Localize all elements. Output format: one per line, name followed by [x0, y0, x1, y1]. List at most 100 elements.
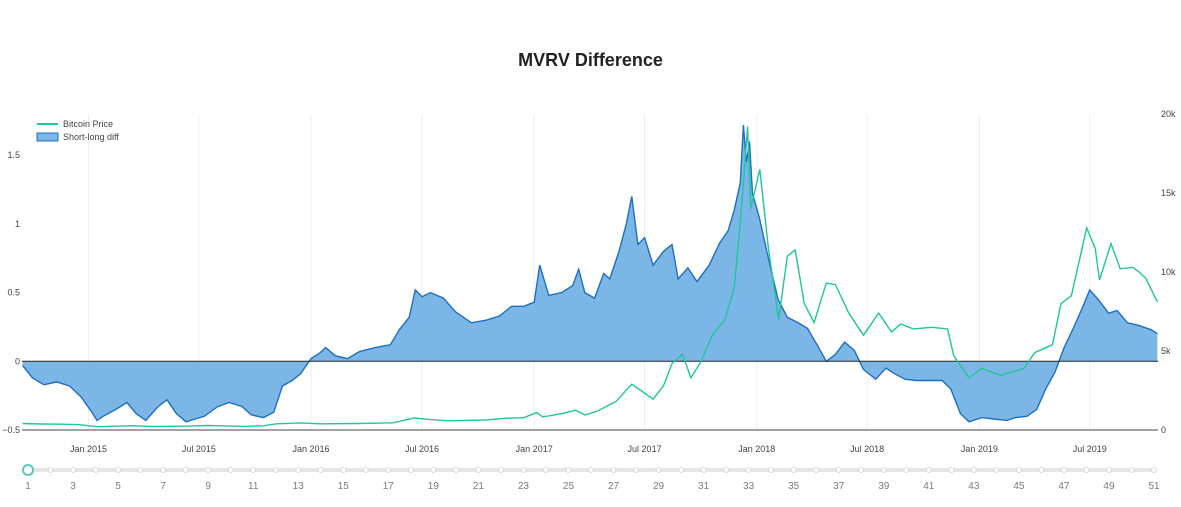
slider-step-label[interactable]: 41	[923, 481, 935, 492]
slider-step-marker[interactable]	[1060, 467, 1067, 473]
legend-item-bitcoin-price[interactable]: Bitcoin Price	[37, 119, 113, 129]
series-area-fill-short-long-diff	[22, 125, 1158, 422]
slider-step-marker[interactable]	[1151, 467, 1157, 473]
slider-step-marker[interactable]	[115, 467, 122, 473]
y-left-tick-label: 0.5	[7, 288, 20, 298]
slider-step-label[interactable]: 1	[25, 481, 31, 492]
slider-step-marker[interactable]	[227, 467, 234, 473]
slider-step-label[interactable]: 17	[383, 481, 395, 492]
slider-step-label[interactable]: 45	[1013, 481, 1025, 492]
slider-step-label[interactable]: 23	[518, 481, 530, 492]
slider-step-marker[interactable]	[948, 467, 955, 473]
slider-step-marker[interactable]	[700, 467, 707, 473]
series-line-bitcoin-price	[22, 126, 1159, 428]
y-right-tick-label: 10k	[1161, 267, 1176, 277]
series-line-short-long-diff	[22, 124, 1158, 423]
legend-swatch-short-long-diff	[36, 132, 59, 142]
slider-step-marker[interactable]	[47, 467, 54, 473]
slider-step-marker[interactable]	[317, 467, 324, 473]
slider-step-marker[interactable]	[1083, 467, 1090, 473]
slider-step-marker[interactable]	[70, 467, 77, 473]
slider-step-marker[interactable]	[565, 467, 572, 473]
slider-step-label[interactable]: 37	[833, 481, 845, 492]
slider-step-label[interactable]: 19	[428, 481, 440, 492]
y-right-tick-label: 5k	[1161, 346, 1171, 356]
slider-step-marker[interactable]	[925, 467, 932, 473]
slider-step-marker[interactable]	[1105, 467, 1112, 473]
slider-step-marker[interactable]	[272, 467, 279, 473]
slider-step-marker[interactable]	[407, 467, 414, 473]
x-tick-label: Jul 2019	[1073, 444, 1107, 454]
slider-step-marker[interactable]	[678, 467, 685, 473]
slider-step-marker[interactable]	[520, 467, 527, 473]
x-tick-label: Jan 2019	[961, 444, 998, 454]
legend-label-bitcoin-price: Bitcoin Price	[63, 119, 113, 129]
slider-step-marker[interactable]	[993, 467, 1000, 473]
slider-step-marker[interactable]	[475, 467, 482, 473]
slider-step-label[interactable]: 43	[968, 481, 980, 492]
slider-step-marker[interactable]	[655, 467, 662, 473]
slider-step-label[interactable]: 7	[160, 481, 166, 492]
slider-step-label[interactable]: 33	[743, 481, 755, 492]
slider-step-marker[interactable]	[610, 467, 617, 473]
y-left-tick-label: −0.5	[2, 425, 20, 435]
slider-step-marker[interactable]	[1038, 467, 1045, 473]
slider-step-marker[interactable]	[362, 467, 369, 473]
slider-step-label[interactable]: 5	[115, 481, 121, 492]
slider-step-label[interactable]: 27	[608, 481, 620, 492]
slider-step-marker[interactable]	[137, 467, 144, 473]
slider-step-marker[interactable]	[835, 467, 842, 473]
slider-step-marker[interactable]	[340, 467, 347, 473]
slider-step-marker[interactable]	[790, 467, 797, 473]
legend-item-short-long-diff[interactable]: Short-long diff	[36, 132, 119, 142]
slider-step-marker[interactable]	[745, 467, 752, 473]
slider-step-label[interactable]: 51	[1148, 481, 1160, 492]
legend[interactable]: Bitcoin Price Short-long diff	[36, 119, 119, 142]
slider-step-label[interactable]: 47	[1058, 481, 1070, 492]
slider-step-label[interactable]: 31	[698, 481, 710, 492]
slider-step-marker[interactable]	[858, 467, 865, 473]
slider-step-label[interactable]: 29	[653, 481, 665, 492]
slider-step-marker[interactable]	[813, 467, 820, 473]
y-left-tick-label: 0	[15, 356, 20, 366]
slider-step-label[interactable]: 9	[205, 481, 211, 492]
slider-step-marker[interactable]	[205, 467, 212, 473]
slider-step-marker[interactable]	[430, 467, 437, 473]
slider-step-marker[interactable]	[182, 467, 189, 473]
x-tick-label: Jan 2017	[516, 444, 553, 454]
slider-step-label[interactable]: 21	[473, 481, 485, 492]
slider-step-label[interactable]: 49	[1103, 481, 1115, 492]
slider-step-marker[interactable]	[1015, 467, 1022, 473]
slider-step-marker[interactable]	[92, 467, 99, 473]
slider-step-marker[interactable]	[497, 467, 504, 473]
x-tick-label: Jul 2015	[182, 444, 216, 454]
slider-step-marker[interactable]	[1128, 467, 1135, 473]
slider-step-marker[interactable]	[385, 467, 392, 473]
slider-step-marker[interactable]	[633, 467, 640, 473]
slider-step-marker[interactable]	[903, 467, 910, 473]
x-tick-label: Jan 2016	[293, 444, 330, 454]
slider-step-label[interactable]: 25	[563, 481, 575, 492]
slider-step-marker[interactable]	[970, 467, 977, 473]
slider-step-marker[interactable]	[768, 467, 775, 473]
slider-handle[interactable]	[22, 464, 34, 476]
slider-step-marker[interactable]	[295, 467, 302, 473]
slider-step-marker[interactable]	[588, 467, 594, 473]
x-tick-label: Jul 2018	[850, 444, 884, 454]
slider-step-label[interactable]: 39	[878, 481, 890, 492]
slider-step-marker[interactable]	[452, 467, 459, 473]
slider-step-marker[interactable]	[723, 467, 730, 473]
x-tick-label: Jul 2016	[405, 444, 439, 454]
slider-step-label[interactable]: 11	[248, 481, 259, 492]
step-slider[interactable]: 1 3 5 7 9 11 13 15 17 19 21 23 25 27 29 31 33 35 37 39 41 43 4…	[22, 464, 1160, 492]
y-right-tick-label: 20k	[1161, 109, 1176, 119]
slider-step-label[interactable]: 35	[788, 481, 800, 492]
slider-step-label[interactable]: 13	[293, 481, 305, 492]
slider-step-label[interactable]: 15	[338, 481, 350, 492]
y-left-tick-label: 1	[15, 219, 20, 229]
slider-step-marker[interactable]	[250, 467, 257, 473]
slider-step-marker[interactable]	[880, 467, 887, 473]
slider-step-marker[interactable]	[160, 467, 167, 473]
slider-step-label[interactable]: 3	[70, 481, 76, 492]
slider-step-marker[interactable]	[542, 467, 549, 473]
